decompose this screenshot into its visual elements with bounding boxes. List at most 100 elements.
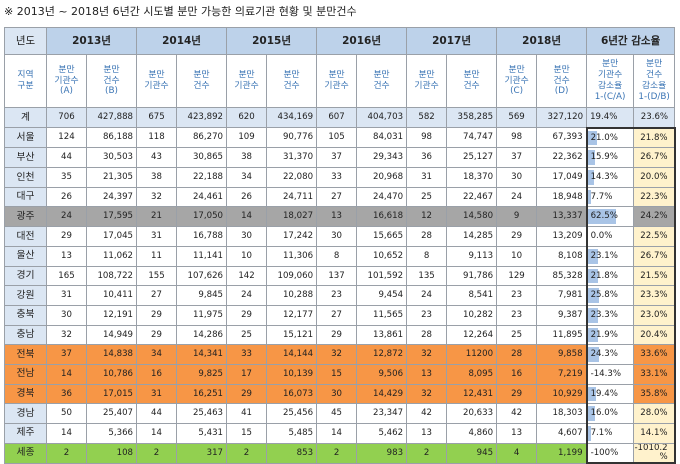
delivery-decrease-rate-cell: 33.1% [633, 363, 676, 385]
delivery-count-cell: 25,463 [176, 403, 228, 424]
delivery-count-cell: 11,975 [176, 304, 228, 326]
delivery-count-cell: 7,981 [536, 285, 588, 306]
facility-count-cell: 38 [136, 167, 178, 188]
rate-bar [588, 288, 600, 303]
delivery-count-cell: 17,050 [176, 206, 228, 228]
table-row: 세종 2 108 2 317 2 853 2 983 2 945 4 1,199 -100% -1010.2… [4, 442, 676, 464]
facility-count-cell: 32 [406, 383, 448, 405]
year-2015-header: 2015년 [226, 27, 318, 55]
delivery-count-cell: 7,219 [536, 363, 588, 385]
facility-count-cell: 98 [496, 127, 538, 149]
facility-count-cell: 8 [316, 245, 358, 267]
delivery-count-cell: 29,343 [356, 147, 408, 169]
rate-bar [588, 307, 599, 323]
facility-decrease-rate-cell: 21.0% [585, 126, 635, 149]
delivery-count-cell: 11,565 [356, 304, 408, 326]
facility-count-cell: 2 [136, 442, 178, 464]
delivery-count-cell: 22,080 [266, 167, 318, 188]
delivery-count-cell: 16,618 [356, 206, 408, 228]
delivery-count-cell: 17,242 [266, 226, 318, 247]
subheader-5: 분만 기관수 [226, 54, 268, 108]
delivery-count-cell: 327,120 [536, 106, 588, 129]
rate-value: 7.7% [590, 191, 613, 202]
corner-label: 년도 [4, 27, 47, 55]
region-cell: 울산 [4, 245, 47, 267]
delivery-count-cell: 22,467 [446, 186, 498, 208]
rate-value: 25.8% [590, 290, 618, 301]
delivery-count-cell: 10,411 [85, 285, 138, 306]
facility-count-cell: 135 [406, 265, 448, 287]
facility-count-cell: 118 [136, 127, 178, 149]
facility-count-cell: 35 [46, 167, 87, 188]
delivery-decrease-rate-cell: 35.8% [633, 383, 676, 405]
region-cell: 대전 [4, 226, 47, 247]
subheader-2: 분만 건수 (B) [85, 54, 138, 108]
facility-count-cell: 2 [406, 442, 448, 464]
facility-count-cell: 32 [136, 186, 178, 208]
region-cell: 충북 [4, 304, 47, 326]
delivery-decrease-rate-cell: 21.5% [633, 265, 676, 287]
delivery-decrease-rate-cell: 28.0% [633, 403, 676, 424]
delivery-count-cell: 1,199 [536, 442, 588, 464]
delivery-decrease-rate-cell: 33.6% [633, 344, 676, 365]
facility-count-cell: 124 [46, 127, 87, 149]
delivery-count-cell: 11,141 [176, 245, 228, 267]
subheader-12: 분만 건수 (D) [536, 54, 588, 108]
facility-decrease-rate-cell: 21.8% [585, 265, 635, 287]
facility-count-cell: 41 [226, 403, 268, 424]
facility-count-cell: 14 [226, 206, 268, 228]
delivery-count-cell: 24,711 [266, 186, 318, 208]
rate-value: -14.3% [590, 368, 621, 379]
rate-bar [588, 347, 599, 362]
table-row: 대구 26 24,397 32 24,461 26 24,711 27 24,470 25 22,4… [4, 186, 676, 208]
facility-count-cell: 31 [406, 167, 448, 188]
facility-count-cell: 44 [46, 147, 87, 169]
facility-count-cell: 31 [136, 383, 178, 405]
table-row: 전남 14 10,786 16 9,825 17 10,139 15 9,506 13 8,095 1… [4, 363, 676, 385]
delivery-count-cell: 21,305 [85, 167, 138, 188]
delivery-decrease-rate-cell: 20.4% [633, 324, 676, 346]
facility-count-cell: 10 [226, 245, 268, 267]
rate-bar [588, 268, 598, 284]
region-cell: 계 [4, 106, 47, 129]
facility-count-cell: 24 [406, 285, 448, 306]
facility-decrease-rate-cell: 21.9% [585, 324, 635, 346]
table-row: 계 706 427,888 675 423,892 620 434,169 607 404,70… [4, 106, 676, 129]
delivery-decrease-rate-cell: 23.6% [633, 106, 676, 129]
delivery-count-cell: 86,270 [176, 127, 228, 149]
delivery-count-cell: 12,431 [446, 383, 498, 405]
facility-count-cell: 29 [496, 226, 538, 247]
facility-count-cell: 36 [46, 383, 87, 405]
rate-value: 62.5% [590, 211, 618, 222]
rate-value: 16.0% [590, 408, 618, 419]
facility-count-cell: 17 [226, 363, 268, 385]
facility-count-cell: 28 [496, 344, 538, 365]
delivery-count-cell: 18,370 [446, 167, 498, 188]
facility-count-cell: 29 [226, 383, 268, 405]
rate-value: 21.8% [590, 270, 618, 281]
delivery-count-cell: 434,169 [266, 106, 318, 129]
rate-bar [588, 130, 598, 146]
delivery-decrease-rate-cell: 20.0% [633, 167, 676, 188]
region-cell: 제주 [4, 423, 47, 444]
rate-bar [588, 209, 617, 225]
region-cell: 강원 [4, 285, 47, 306]
region-cell: 세종 [4, 442, 47, 464]
delivery-count-cell: 86,188 [85, 127, 138, 149]
subheader-3: 분만 기관수 [136, 54, 178, 108]
facility-count-cell: 14 [136, 423, 178, 444]
delivery-count-cell: 11,306 [266, 245, 318, 267]
delivery-count-cell: 5,485 [266, 423, 318, 444]
facility-count-cell: 32 [46, 324, 87, 346]
facility-count-cell: 28 [406, 324, 448, 346]
facility-count-cell: 45 [316, 403, 358, 424]
facility-count-cell: 21 [136, 206, 178, 228]
delivery-count-cell: 67,393 [536, 127, 588, 149]
facility-count-cell: 129 [496, 265, 538, 287]
facility-count-cell: 31 [136, 226, 178, 247]
delivery-count-cell: 10,786 [85, 363, 138, 385]
delivery-count-cell: 427,888 [85, 106, 138, 129]
facility-decrease-rate-cell: 7.7% [585, 186, 635, 208]
facility-count-cell: 105 [316, 127, 358, 149]
facility-count-cell: 50 [46, 403, 87, 424]
